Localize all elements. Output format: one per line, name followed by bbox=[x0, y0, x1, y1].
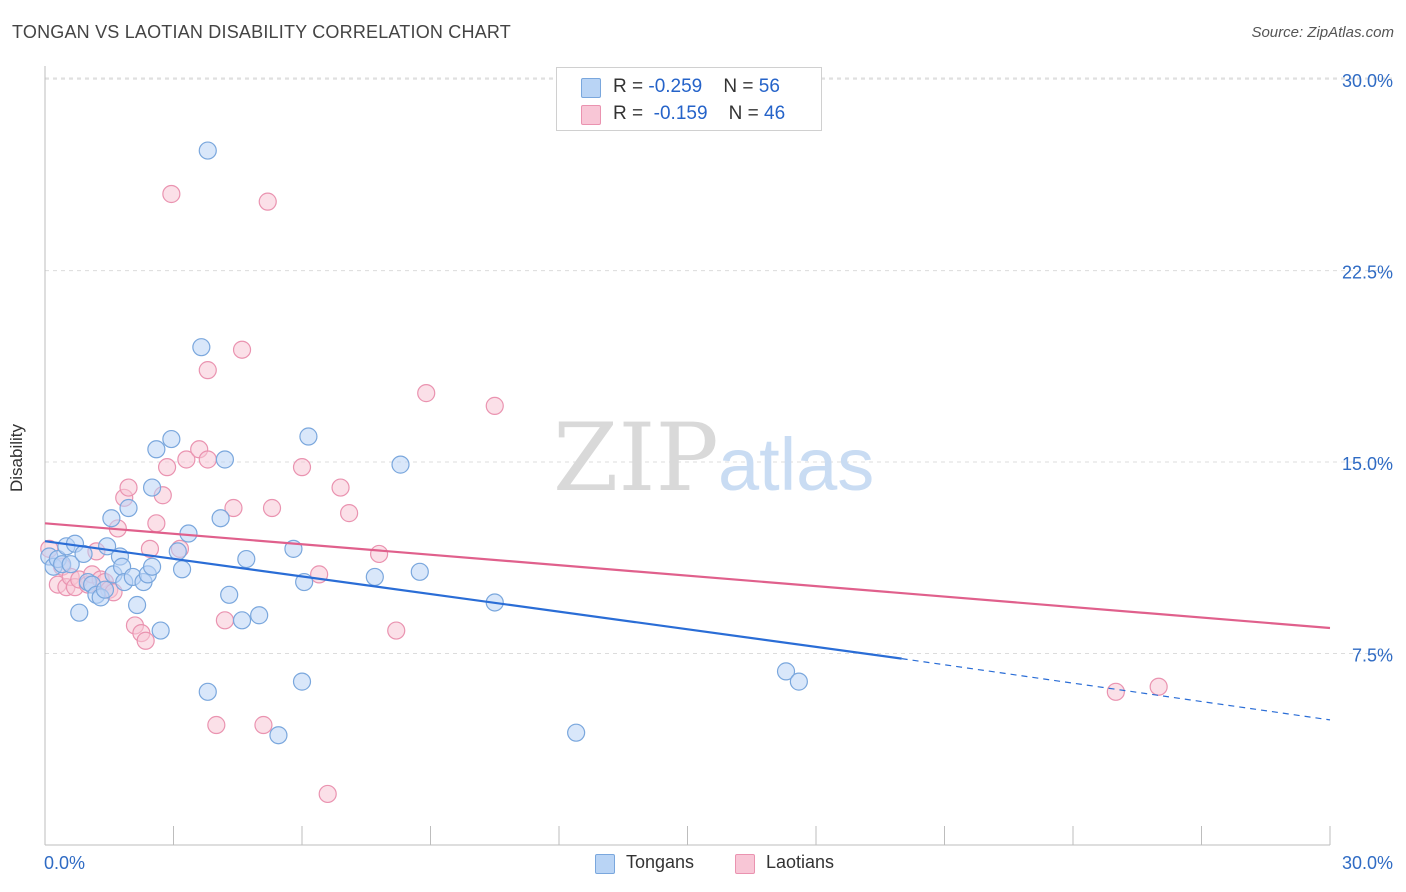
legend-label-tongans: Tongans bbox=[626, 852, 695, 872]
tick-labels: 7.5% 15.0% 22.5% 30.0% 0.0% 30.0% bbox=[44, 71, 1393, 873]
tongans-point bbox=[299, 427, 318, 446]
laotians-point bbox=[262, 498, 282, 518]
laotians-point bbox=[258, 192, 277, 211]
legend-n-value: 46 bbox=[764, 103, 786, 124]
y-tick-label: 22.5% bbox=[1342, 263, 1393, 283]
tongans-point bbox=[269, 726, 288, 745]
laotians-swatch bbox=[735, 854, 755, 874]
tongans-point bbox=[70, 603, 89, 622]
tongans-point bbox=[567, 723, 586, 742]
legend-r-label: R = bbox=[613, 103, 649, 124]
laotians-point bbox=[340, 504, 359, 523]
legend-n-label: N = bbox=[723, 76, 759, 97]
tongans-point bbox=[789, 672, 808, 691]
legend-r-label: R = bbox=[613, 76, 649, 97]
laotians-point bbox=[232, 340, 252, 359]
tongans-point bbox=[61, 555, 80, 574]
laotians-point bbox=[292, 458, 312, 477]
tongans-point bbox=[127, 595, 147, 615]
tongans-point bbox=[192, 338, 211, 357]
legend-n-value: 56 bbox=[758, 76, 780, 97]
legend-r-value: -0.159 bbox=[653, 103, 708, 124]
axes bbox=[44, 66, 1331, 846]
tongans-point bbox=[102, 509, 121, 528]
laotians-point bbox=[198, 361, 217, 380]
tongans-point bbox=[142, 557, 162, 576]
laotians-point bbox=[485, 396, 504, 415]
laotians-swatch bbox=[581, 105, 601, 125]
tongans-point bbox=[95, 580, 115, 599]
laotians-point bbox=[417, 384, 436, 403]
laotians-point bbox=[140, 539, 160, 558]
tongans-point bbox=[168, 542, 187, 561]
laotians-point bbox=[1149, 677, 1168, 696]
tongans-point bbox=[220, 585, 239, 604]
watermark: ZIP atlas bbox=[553, 404, 874, 513]
laotians-point bbox=[177, 450, 196, 469]
source-label: Source: ZipAtlas.com bbox=[1251, 24, 1394, 41]
legend-r-value: -0.259 bbox=[648, 76, 703, 97]
tongans-point bbox=[119, 498, 138, 518]
chart-title: TONGAN VS LAOTIAN DISABILITY CORRELATION… bbox=[12, 22, 511, 42]
tongans-point bbox=[391, 455, 410, 474]
legend-n-label: N = bbox=[728, 103, 765, 124]
tongans-point bbox=[151, 621, 170, 640]
tongans-point bbox=[410, 562, 429, 581]
tongans-trend-line bbox=[44, 540, 902, 660]
laotians-point bbox=[370, 544, 389, 564]
tongans-swatch bbox=[595, 854, 615, 874]
laotians-point bbox=[318, 784, 337, 804]
tongans-point bbox=[237, 549, 256, 569]
trend-lines bbox=[44, 522, 1331, 721]
legend-label-laotians: Laotians bbox=[766, 852, 835, 872]
tongans-point bbox=[250, 606, 269, 625]
laotians-point bbox=[157, 458, 177, 477]
tongans-point bbox=[172, 560, 192, 579]
tongans-point bbox=[147, 440, 166, 459]
laotians-point bbox=[387, 621, 406, 640]
laotians-point bbox=[331, 478, 350, 497]
tongans-point bbox=[198, 682, 217, 701]
watermark-atlas: atlas bbox=[718, 423, 874, 506]
laotians-trend-line bbox=[44, 522, 1331, 630]
y-tick-label: 15.0% bbox=[1342, 454, 1393, 474]
laotians-point bbox=[207, 715, 226, 735]
y-tick-label: 7.5% bbox=[1352, 646, 1393, 666]
tongans-points bbox=[40, 141, 808, 745]
tongans-point bbox=[162, 429, 181, 449]
tongans-point bbox=[776, 662, 796, 681]
watermark-zip: ZIP bbox=[553, 404, 719, 513]
tongans-point bbox=[215, 450, 234, 469]
laotians-point bbox=[147, 514, 166, 533]
tongans-point bbox=[232, 611, 252, 630]
laotians-point bbox=[224, 498, 243, 518]
x-tick-label: 30.0% bbox=[1342, 853, 1393, 873]
tongans-point bbox=[292, 672, 312, 691]
tongans-point bbox=[211, 509, 230, 528]
laotians-point bbox=[1106, 682, 1125, 701]
tongans-point bbox=[198, 141, 217, 160]
laotians-point bbox=[136, 631, 155, 650]
tongans-point bbox=[365, 567, 384, 587]
correlation-legend: R = -0.259 N = 56 R = -0.159 N = 46 bbox=[556, 67, 822, 131]
laotians-point bbox=[198, 450, 217, 469]
laotians-point bbox=[215, 611, 234, 630]
x-tick-label: 0.0% bbox=[44, 853, 85, 873]
y-axis-label: Disability bbox=[7, 423, 27, 493]
y-tick-label: 30.0% bbox=[1342, 71, 1393, 91]
laotians-point bbox=[119, 478, 138, 497]
tongans-point bbox=[142, 478, 162, 497]
laotians-point bbox=[254, 715, 273, 735]
laotians-point bbox=[162, 184, 181, 204]
tongans-swatch bbox=[581, 78, 601, 98]
